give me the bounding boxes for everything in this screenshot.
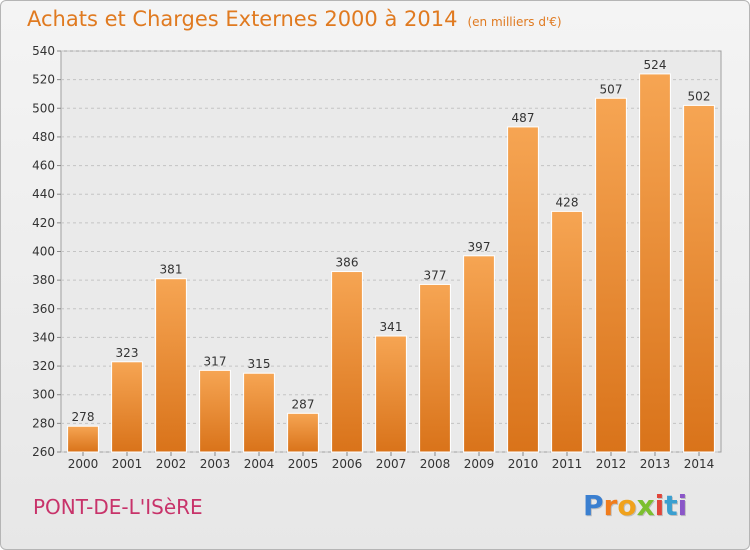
y-tick-label: 280 [32,416,55,430]
data-label: 317 [204,354,227,368]
logo-letter: o [617,489,637,522]
bar [507,126,539,453]
data-label: 278 [72,410,95,424]
y-tick-label: 500 [32,101,55,115]
data-label: 397 [468,240,491,254]
data-label: 524 [644,58,667,72]
bar [639,73,671,453]
bar [243,372,275,453]
x-tick-label: 2004 [244,457,275,471]
x-tick-label: 2002 [156,457,187,471]
logo-letter: x [636,489,655,522]
chart-unit: (en milliers d'€) [467,15,562,29]
data-label: 341 [380,320,403,334]
proxiti-logo: Proxiti [583,489,687,522]
x-tick-label: 2012 [596,457,627,471]
chart-title: Achats et Charges Externes 2000 à 2014 (e… [27,7,562,31]
bar [287,412,319,453]
logo-letter: i [654,489,665,522]
x-tick-label: 2008 [420,457,451,471]
y-tick-label: 260 [32,445,55,459]
bar [419,283,451,453]
bar [331,271,363,453]
data-label: 377 [424,268,447,282]
data-label: 386 [336,256,359,270]
data-label: 502 [688,89,711,103]
bar [199,369,231,453]
y-tick-label: 420 [32,216,55,230]
y-tick-label: 480 [32,130,55,144]
x-tick-label: 2006 [332,457,363,471]
y-tick-label: 300 [32,388,55,402]
y-tick-label: 520 [32,73,55,87]
logo-letter: r [603,489,618,522]
y-tick-label: 340 [32,330,55,344]
data-label: 323 [116,346,139,360]
x-tick-label: 2014 [684,457,715,471]
data-label: 487 [512,111,535,125]
y-tick-label: 360 [32,302,55,316]
data-label: 287 [292,397,315,411]
x-tick-label: 2011 [552,457,583,471]
y-tick-label: 320 [32,359,55,373]
y-tick-label: 400 [32,245,55,259]
bar [463,255,495,453]
commune-name: PONT-DE-L'ISèRE [33,495,203,519]
bar [375,335,407,453]
y-tick-label: 380 [32,273,55,287]
bar [683,104,715,453]
chart-title-text: Achats et Charges Externes 2000 à 2014 [27,7,458,31]
y-tick-label: 460 [32,159,55,173]
data-label: 315 [248,357,271,371]
data-label: 428 [556,195,579,209]
x-tick-label: 2005 [288,457,319,471]
logo-letter: t [664,489,678,522]
logo-letter: i [677,489,688,522]
x-tick-label: 2013 [640,457,671,471]
x-tick-label: 2009 [464,457,495,471]
x-tick-label: 2001 [112,457,143,471]
bar [551,210,583,453]
x-tick-label: 2003 [200,457,231,471]
x-tick-label: 2010 [508,457,539,471]
bar [111,361,143,453]
data-label: 381 [160,263,183,277]
x-tick-label: 2007 [376,457,407,471]
x-tick-label: 2000 [68,457,99,471]
bar [595,97,627,453]
y-tick-label: 440 [32,187,55,201]
bar [67,425,99,453]
logo-letter: P [583,489,604,522]
bar [155,278,187,453]
y-tick-label: 540 [32,44,55,58]
data-label: 507 [600,82,623,96]
